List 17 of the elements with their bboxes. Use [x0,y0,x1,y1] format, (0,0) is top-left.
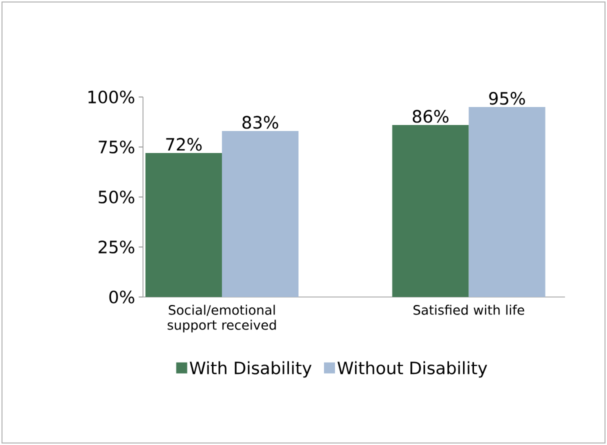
y-tick-label: 100% [88,90,134,104]
bar [392,125,469,297]
y-tick-label: 0% [109,290,134,304]
y-tick-label: 50% [98,190,134,204]
data-label: 86% [412,110,448,123]
y-tick-label: 25% [98,240,134,254]
legend-label: With Disability [190,361,312,378]
bar [468,107,546,297]
data-label: 95% [489,92,525,105]
data-label: 72% [166,138,202,151]
data-label: 83% [242,116,278,129]
x-tick-label: Social/emotional support received [168,304,276,332]
bar [145,153,222,297]
bar [222,131,299,297]
legend-label: Without Disability [338,361,488,378]
y-tick-label: 75% [98,140,134,154]
x-tick-label: Satisfied with life [414,304,524,315]
